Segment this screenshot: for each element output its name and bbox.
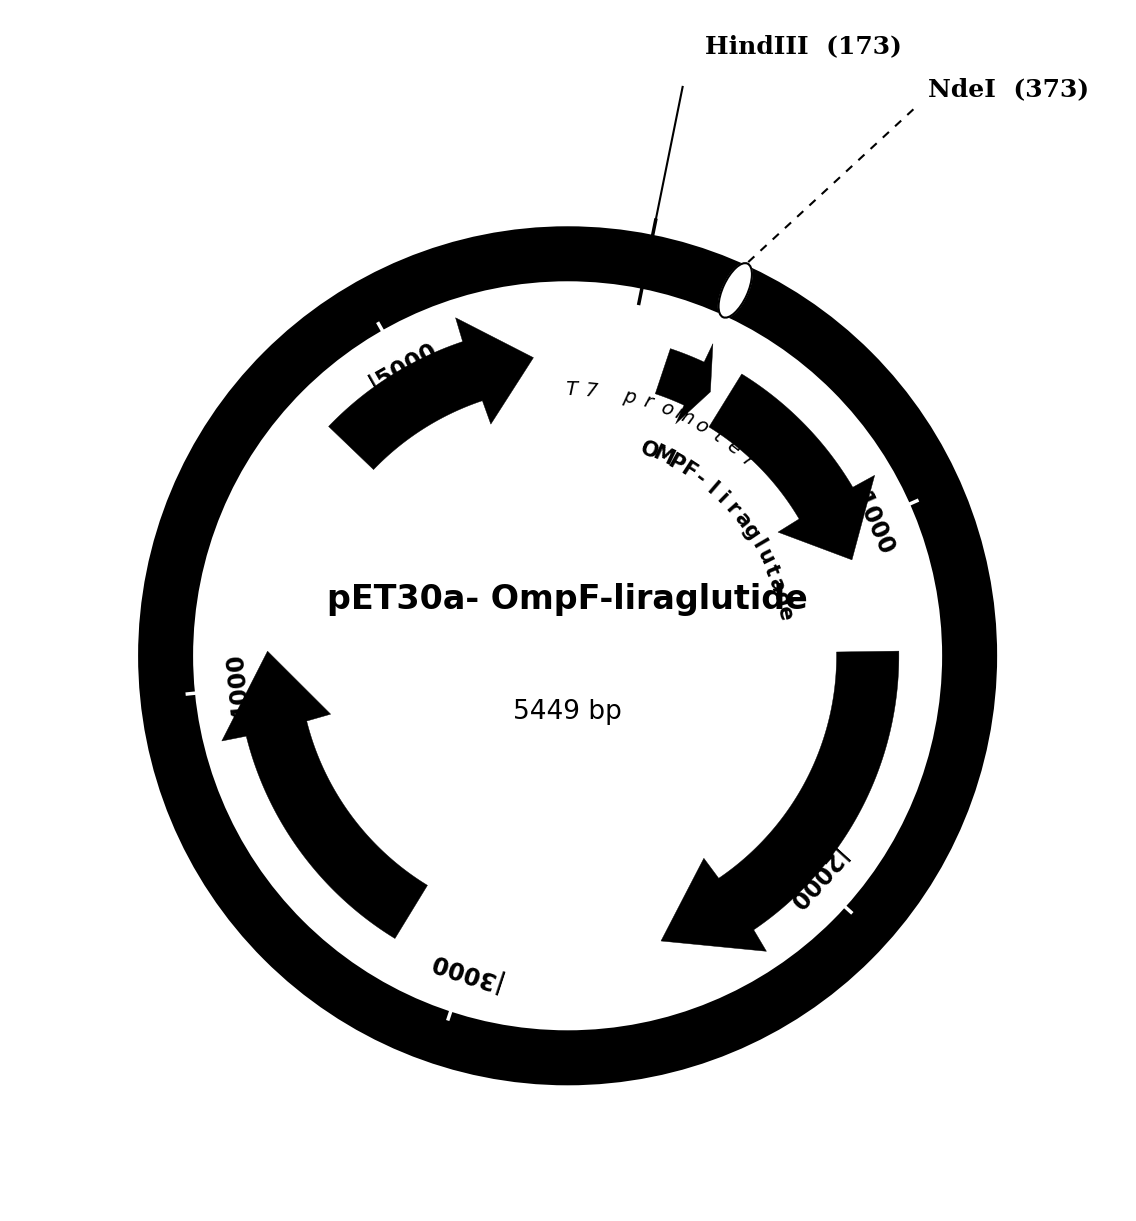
- Text: -: -: [691, 469, 710, 490]
- Polygon shape: [661, 651, 899, 951]
- Text: o: o: [658, 398, 676, 420]
- Text: e: e: [772, 603, 795, 621]
- Text: M: M: [649, 443, 676, 470]
- Text: d: d: [769, 589, 793, 608]
- Text: |5000: |5000: [365, 338, 442, 397]
- Text: o: o: [692, 415, 711, 437]
- Text: g: g: [738, 520, 763, 543]
- Text: |2000: |2000: [779, 842, 847, 915]
- Text: r: r: [740, 451, 758, 470]
- Text: p: p: [621, 386, 637, 408]
- Text: HindIII  (173): HindIII (173): [705, 34, 902, 59]
- Text: 5449 bp: 5449 bp: [513, 700, 623, 725]
- Text: t: t: [760, 562, 783, 579]
- Text: F: F: [677, 459, 700, 484]
- Text: t: t: [710, 426, 727, 446]
- Text: a: a: [729, 508, 754, 532]
- Polygon shape: [709, 374, 875, 560]
- Text: l: l: [747, 536, 769, 553]
- Text: |3000: |3000: [425, 947, 503, 994]
- Text: |1000: |1000: [844, 482, 897, 560]
- Text: r: r: [642, 392, 654, 413]
- Text: e: e: [722, 437, 744, 459]
- Text: O: O: [637, 438, 661, 463]
- Text: r: r: [721, 498, 743, 519]
- Polygon shape: [328, 317, 534, 470]
- Text: m: m: [671, 404, 698, 430]
- Text: l: l: [702, 479, 721, 498]
- Text: u: u: [753, 546, 777, 569]
- Text: i: i: [713, 488, 732, 508]
- Ellipse shape: [719, 264, 752, 317]
- Text: 7: 7: [584, 381, 598, 400]
- Polygon shape: [222, 651, 427, 939]
- Text: P: P: [665, 451, 687, 476]
- Text: pET30a- OmpF-liraglutide: pET30a- OmpF-liraglutide: [327, 582, 808, 615]
- Text: T: T: [566, 380, 577, 399]
- Text: |4000: |4000: [222, 651, 254, 728]
- Polygon shape: [655, 343, 713, 424]
- Text: NdeI  (373): NdeI (373): [928, 77, 1088, 101]
- Text: a: a: [765, 574, 788, 595]
